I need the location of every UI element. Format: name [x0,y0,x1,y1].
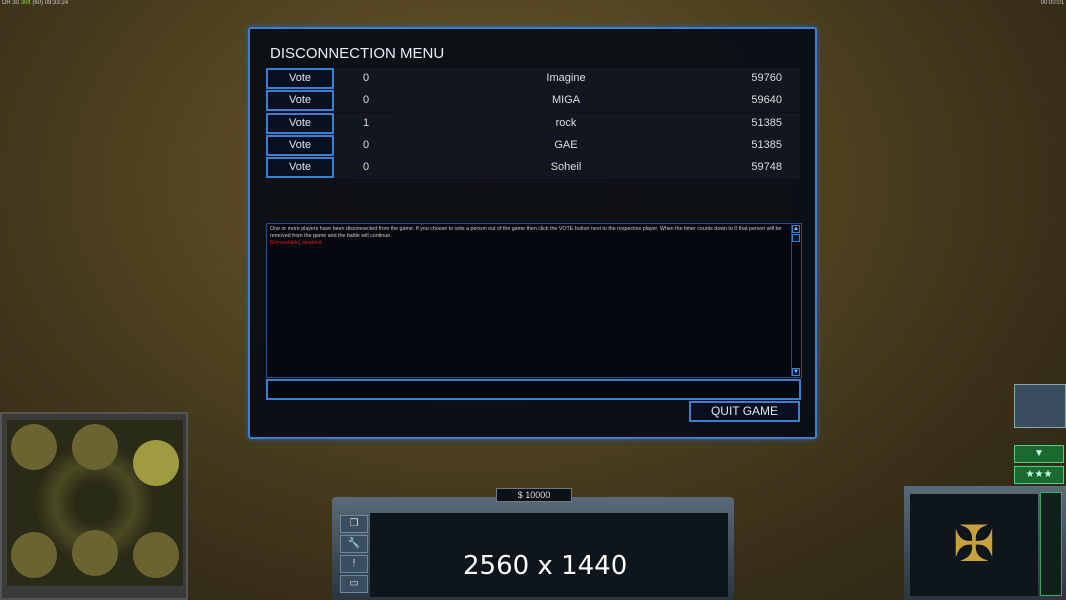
satellite-power-icon[interactable] [1014,384,1066,428]
rank-meter [1040,492,1062,596]
message-log: One or more players have been disconnect… [266,223,802,378]
player-timer: 59748 [751,161,782,174]
disconnection-dialog: DISCONNECTION MENU Vote 0 Imagine 59760 Vote… [248,27,817,439]
player-timer: 59760 [751,72,782,84]
stat-a: DR 30 [2,0,20,6]
vote-button[interactable]: Vote [266,157,334,179]
player-row: Vote 0 Soheil 59748 [266,157,800,180]
structures-tab-icon[interactable]: ❐ [340,515,368,533]
status-message: [Unreadable] disabled [270,240,322,246]
dialog-title: DISCONNECTION MENU [270,45,445,62]
build-panel [370,513,728,597]
player-name: Imagine [546,72,586,84]
clock: 09:33:24 [44,0,69,6]
scroll-down-icon[interactable]: ▼ [792,368,800,376]
game-timer: 00:00:01 [1040,0,1064,6]
general-panel: ✠ [904,486,1066,600]
money-display: $ 10000 [496,488,572,502]
faction-emblem-icon: ✠ [910,494,1038,596]
player-row: Vote 1 rock 51385 [266,112,800,135]
vote-button[interactable]: Vote [266,68,334,89]
vote-count: 0 [363,161,370,174]
sell-sign-icon[interactable]: ▭ [340,575,368,593]
disconnect-message: One or more players have been disconnect… [270,226,782,239]
player-row: Vote 0 MIGA 59640 [266,90,800,113]
player-timer: 59640 [751,94,782,107]
general-stars-icon[interactable]: ★★★ [1014,466,1064,484]
stat-b: 36ft [20,0,31,6]
scroll-up-icon[interactable]: ▲ [792,225,800,233]
minimap[interactable] [0,412,188,600]
player-name: rock [555,116,577,129]
chevron-down-icon[interactable]: ▼ [1014,445,1064,463]
scroll-thumb[interactable] [792,234,800,242]
player-timer: 51385 [751,116,782,129]
vote-count: 1 [363,116,370,129]
vote-button[interactable]: Vote [266,134,334,156]
repair-wrench-icon[interactable]: 🔧 [340,535,368,553]
player-name: Soheil [550,161,582,174]
player-timer: 51385 [751,138,782,151]
vote-count: 0 [363,94,370,107]
alert-icon[interactable]: ! [340,555,368,573]
quit-game-button[interactable]: QUIT GAME [689,401,800,422]
minimap-terrain[interactable] [7,420,183,586]
vote-button[interactable]: Vote [266,90,334,112]
player-row: Vote 0 Imagine 59760 [266,68,800,90]
vote-count: 0 [363,72,370,84]
stat-c: (60) [32,0,44,6]
chat-input[interactable] [266,379,801,400]
command-bar: ❐ 🔧 ! ▭ [332,497,734,600]
top-left-stats: DR 30 36ft (60) 09:33:24 [2,0,68,6]
vote-count: 0 [363,138,370,151]
player-row: Vote 0 GAE 51385 [266,134,800,157]
player-name: GAE [554,138,578,151]
vote-button[interactable]: Vote [266,112,334,134]
scrollbar[interactable]: ▲ ▼ [791,225,800,376]
player-name: MIGA [551,94,581,107]
resolution-label: 2560 x 1440 [463,551,628,581]
